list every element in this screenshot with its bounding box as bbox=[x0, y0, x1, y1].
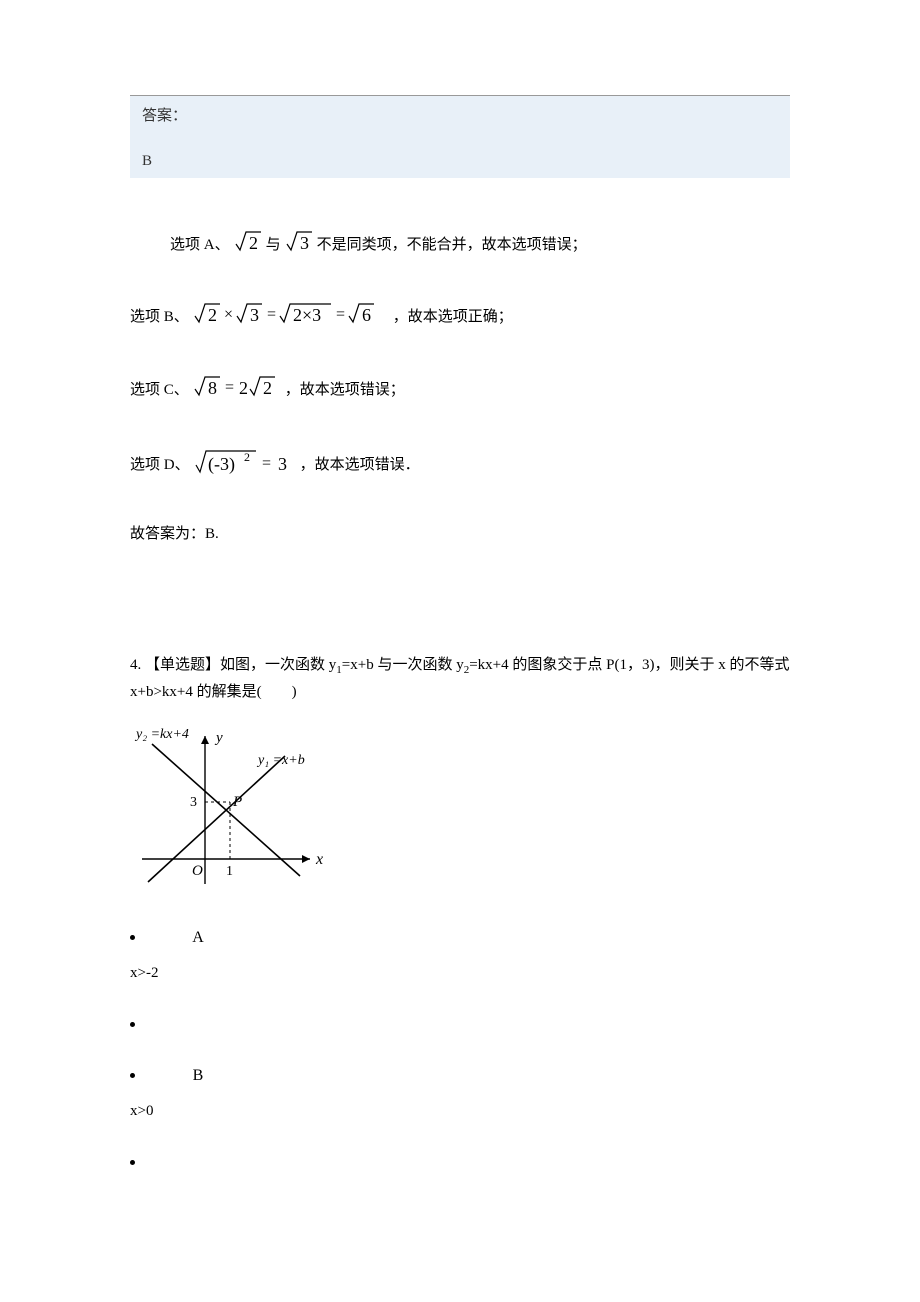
linear-function-graph: y₂ =kx+4 y y₁ =x+b P 3 O 1 x bbox=[130, 724, 790, 899]
sqrt-neg3-sq: (-3) 2 = 3 bbox=[194, 445, 296, 482]
explain-option-b: 选项 B、 2 × 3 = 2×3 = 6 ，故本选项正确； bbox=[130, 299, 790, 332]
question-tag: 【单选题】 bbox=[145, 657, 220, 673]
svg-text:2×3: 2×3 bbox=[293, 305, 321, 325]
svg-text:×: × bbox=[224, 306, 233, 323]
answer-label: 答案： bbox=[142, 104, 778, 125]
bullet-icon bbox=[130, 1022, 135, 1027]
option-a-label: A bbox=[158, 929, 238, 947]
option-a-content: x>-2 bbox=[130, 965, 790, 982]
option-b-content: x>0 bbox=[130, 1103, 790, 1120]
bullet-icon bbox=[130, 1160, 135, 1165]
graph-tick-3: 3 bbox=[190, 795, 197, 810]
explain-option-c: 选项 C、 8 = 2 2 ，故本选项错误； bbox=[130, 372, 790, 405]
svg-text:3: 3 bbox=[300, 233, 309, 253]
answer-box: 答案： B bbox=[130, 95, 790, 178]
svg-text:2: 2 bbox=[244, 450, 250, 464]
svg-text:3: 3 bbox=[250, 305, 259, 325]
explain-c-suffix: ，故本选项错误； bbox=[285, 378, 405, 399]
graph-y2-label: y₂ =kx+4 bbox=[134, 727, 189, 742]
svg-text:=: = bbox=[225, 379, 234, 396]
graph-origin: O bbox=[192, 863, 203, 879]
svg-text:6: 6 bbox=[362, 305, 371, 325]
sqrt8-equals: 8 = 2 2 bbox=[193, 372, 281, 405]
question-4: 4. 【单选题】如图，一次函数 y1=x+b 与一次函数 y2=kx+4 的图象… bbox=[130, 653, 790, 704]
svg-text:3: 3 bbox=[278, 454, 287, 474]
svg-text:=: = bbox=[336, 306, 345, 323]
sqrt2-times-sqrt3: 2 × 3 = 2×3 = 6 bbox=[193, 299, 389, 332]
stem-1: 如图，一次函数 y bbox=[220, 657, 336, 673]
sqrt3-icon: 3 bbox=[285, 228, 313, 259]
svg-text:2: 2 bbox=[208, 305, 217, 325]
conclusion: 故答案为：B. bbox=[130, 522, 790, 543]
option-b-label: B bbox=[158, 1067, 238, 1085]
option-b-row[interactable]: B bbox=[130, 1067, 790, 1085]
svg-text:=: = bbox=[267, 306, 276, 323]
graph-y1-label: y₁ =x+b bbox=[256, 753, 305, 768]
explain-d-suffix: ，故本选项错误． bbox=[300, 453, 420, 474]
empty-bullet-2 bbox=[130, 1160, 790, 1165]
question-number: 4. bbox=[130, 657, 145, 673]
explain-a-suffix: 不是同类项，不能合并，故本选项错误； bbox=[317, 233, 587, 254]
graph-y-axis: y bbox=[214, 730, 223, 746]
answer-value: B bbox=[142, 153, 778, 170]
svg-text:2: 2 bbox=[239, 378, 248, 398]
explain-c-prefix: 选项 C、 bbox=[130, 378, 189, 399]
explain-b-prefix: 选项 B、 bbox=[130, 305, 189, 326]
svg-text:(-3): (-3) bbox=[208, 454, 235, 475]
explain-a-prefix: 选项 A、 bbox=[170, 233, 230, 254]
explain-b-suffix: ，故本选项正确； bbox=[393, 305, 513, 326]
empty-bullet-1 bbox=[130, 1022, 790, 1027]
svg-text:2: 2 bbox=[263, 378, 272, 398]
stem-2: =x+b 与一次函数 y bbox=[342, 657, 464, 673]
bullet-icon bbox=[130, 1073, 135, 1078]
graph-tick-1: 1 bbox=[226, 864, 233, 879]
explain-a-mid: 与 bbox=[266, 233, 281, 254]
graph-point-p: P bbox=[232, 794, 242, 810]
svg-text:8: 8 bbox=[208, 378, 217, 398]
bullet-icon bbox=[130, 935, 135, 940]
explain-option-a: 选项 A、 2 与 3 不是同类项，不能合并，故本选项错误； bbox=[130, 228, 790, 259]
graph-x-axis: x bbox=[315, 851, 323, 868]
explain-option-d: 选项 D、 (-3) 2 = 3 ，故本选项错误． bbox=[130, 445, 790, 482]
sqrt2-icon: 2 bbox=[234, 228, 262, 259]
svg-text:=: = bbox=[262, 455, 271, 472]
explain-d-prefix: 选项 D、 bbox=[130, 453, 190, 474]
option-a-row[interactable]: A bbox=[130, 929, 790, 947]
svg-text:2: 2 bbox=[249, 233, 258, 253]
